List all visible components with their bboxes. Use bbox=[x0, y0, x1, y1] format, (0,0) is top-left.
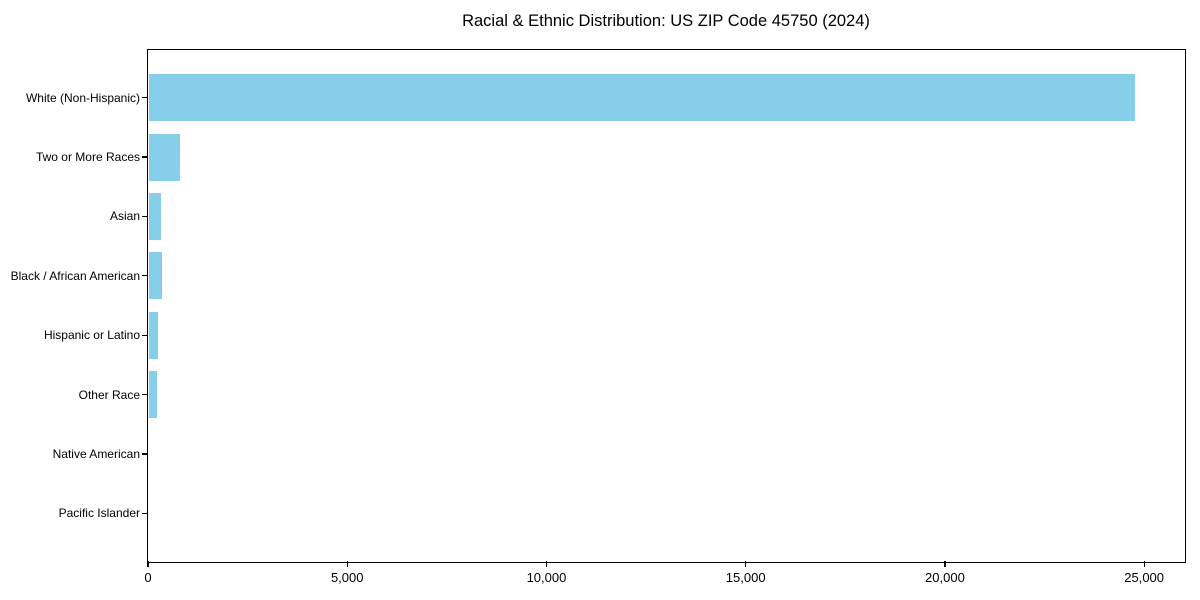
chart-title: Racial & Ethnic Distribution: US ZIP Cod… bbox=[462, 12, 870, 30]
bar-other-race bbox=[149, 371, 157, 419]
y-tick-mark bbox=[142, 512, 148, 514]
y-axis-label-other-race: Other Race bbox=[78, 387, 140, 402]
y-tick-mark bbox=[142, 334, 148, 336]
x-tick-mark bbox=[944, 561, 946, 567]
y-tick-mark bbox=[142, 453, 148, 455]
y-tick-mark bbox=[142, 215, 148, 218]
plot-area bbox=[146, 48, 1186, 563]
x-tick-mark bbox=[745, 561, 747, 567]
x-tick-mark bbox=[1143, 561, 1145, 567]
y-tick-mark bbox=[142, 275, 148, 277]
x-axis-tick-label: 25,000 bbox=[1124, 570, 1165, 585]
y-axis-label-native-american: Native American bbox=[52, 446, 140, 461]
y-axis-label-white-non-hispanic: White (Non-Hispanic) bbox=[25, 90, 140, 105]
y-tick-mark bbox=[142, 393, 148, 396]
y-axis-label-black-african-american: Black / African American bbox=[10, 268, 140, 283]
x-axis-tick-label: 0 bbox=[144, 570, 152, 585]
x-axis-tick-label: 20,000 bbox=[925, 570, 965, 585]
x-tick-mark bbox=[545, 561, 548, 567]
x-axis-tick-label: 10,000 bbox=[526, 570, 567, 585]
x-tick-mark bbox=[346, 561, 348, 567]
y-axis-label-asian: Asian bbox=[109, 209, 140, 224]
x-axis-tick-label: 5,000 bbox=[330, 570, 364, 585]
bar-black-african-american bbox=[149, 252, 162, 300]
y-axis-label-pacific-islander: Pacific Islander bbox=[58, 506, 140, 521]
y-tick-mark bbox=[142, 97, 148, 99]
x-tick-mark bbox=[147, 561, 149, 567]
bar-hispanic-or-latino bbox=[149, 311, 159, 359]
bar-white-non-hispanic bbox=[149, 74, 1136, 122]
x-axis-tick-label: 15,000 bbox=[725, 570, 766, 585]
y-axis-label-two-or-more-races: Two or More Races bbox=[35, 150, 140, 165]
bar-asian bbox=[149, 192, 161, 240]
y-tick-mark bbox=[142, 156, 148, 158]
y-axis-label-hispanic-or-latino: Hispanic or Latino bbox=[43, 328, 140, 343]
bar-two-or-more-races bbox=[149, 133, 181, 181]
